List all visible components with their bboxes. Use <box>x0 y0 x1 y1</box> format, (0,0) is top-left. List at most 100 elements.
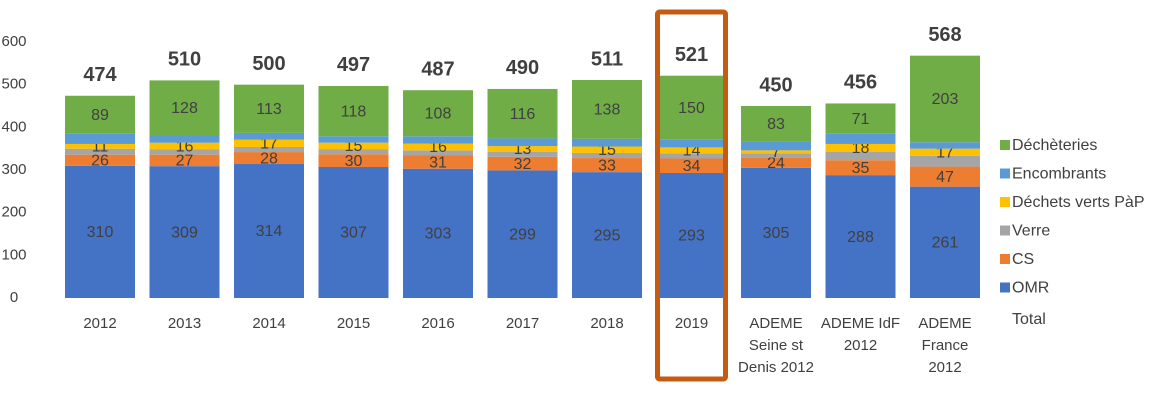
bar-segment <box>741 153 811 158</box>
y-tick-label: 300 <box>1 161 26 178</box>
bar-segment <box>741 167 811 298</box>
y-tick-label: 200 <box>1 204 26 221</box>
data-label: 26 <box>91 152 109 169</box>
total-label: 497 <box>337 54 370 76</box>
data-label: 293 <box>678 228 705 245</box>
bar-segment <box>234 84 304 133</box>
data-label: 295 <box>594 227 621 244</box>
bar-segment <box>656 147 727 154</box>
data-label: 17 <box>260 136 278 153</box>
total-label: 487 <box>421 58 454 80</box>
legend-label: Total <box>1012 311 1046 328</box>
bar-segment <box>741 106 811 142</box>
bar-segment <box>318 154 389 168</box>
bar-segment <box>910 142 980 149</box>
highlight-box <box>655 9 728 382</box>
total-label: 490 <box>506 57 539 79</box>
x-tick-label: 2015 <box>336 315 371 332</box>
bar-segment <box>572 146 642 153</box>
bar-segment <box>656 153 727 159</box>
bar-segment <box>403 90 473 137</box>
total-label: 511 <box>591 48 623 70</box>
legend-swatch <box>1000 197 1010 207</box>
bar-segment <box>65 133 135 144</box>
data-label: 128 <box>171 100 198 117</box>
data-label: 31 <box>429 154 447 171</box>
data-label: 113 <box>256 101 282 118</box>
bar-segment <box>318 136 389 143</box>
legend-swatch <box>1000 282 1010 293</box>
bar-segment <box>910 186 980 298</box>
total-label: 568 <box>928 24 961 46</box>
bar-segment <box>656 75 727 140</box>
data-label: 35 <box>852 160 870 177</box>
bar-segment <box>149 166 220 298</box>
data-label: 34 <box>683 158 701 175</box>
x-tick-label: 2014 <box>252 315 286 332</box>
bar-segment <box>656 158 727 173</box>
y-tick-label: 400 <box>1 118 26 135</box>
bar-segment <box>403 168 473 298</box>
bar-segment <box>572 158 642 173</box>
total-label: 510 <box>168 49 201 71</box>
bar-segment <box>656 139 727 148</box>
legend-label: OMR <box>1012 280 1049 297</box>
bar-segment <box>149 142 220 150</box>
bar-segment <box>825 133 896 144</box>
bar-segment <box>572 152 642 159</box>
bar-segment <box>572 172 642 298</box>
y-tick-label: 0 <box>10 289 18 306</box>
legend-label: Verre <box>1012 223 1050 240</box>
total-label: 474 <box>83 64 117 86</box>
data-label: 309 <box>171 224 198 241</box>
bar-segment <box>825 143 896 152</box>
x-tick-label: ADEME IdF 2012 <box>820 315 901 354</box>
x-tick-label: ADEME France 2012 <box>918 315 972 376</box>
bar-segment <box>487 138 558 147</box>
data-label: 32 <box>514 156 532 173</box>
bar-segment <box>65 95 135 134</box>
y-tick-label: 500 <box>1 76 26 93</box>
bar-segment <box>65 154 135 166</box>
data-label: 18 <box>852 140 870 157</box>
x-tick-label: 2016 <box>421 315 455 332</box>
data-label: 30 <box>345 153 363 170</box>
data-label: 17 <box>936 145 954 162</box>
data-label: 24 <box>767 155 785 172</box>
bar-segment <box>65 148 135 155</box>
bar-segment <box>149 135 220 143</box>
data-label: 305 <box>763 225 790 242</box>
total-label: 500 <box>252 53 285 75</box>
bar-segment <box>403 136 473 144</box>
bar-segment <box>403 155 473 169</box>
data-label: 307 <box>340 225 367 242</box>
data-label: 116 <box>510 106 536 123</box>
legend-swatch <box>1000 254 1010 264</box>
bar-segment <box>910 155 980 167</box>
bar-segment <box>572 79 642 139</box>
bar-segment <box>825 151 896 161</box>
legend-label: Encombrants <box>1012 166 1106 183</box>
data-label: 203 <box>932 91 959 108</box>
bar-segment <box>741 157 811 168</box>
x-tick-label: 2018 <box>590 315 624 332</box>
bar-segment <box>825 103 896 134</box>
data-label: 7 <box>772 144 781 161</box>
bar-segment <box>487 151 558 157</box>
data-label: 47 <box>936 169 954 186</box>
bar-segment <box>234 164 304 298</box>
y-tick-label: 600 <box>1 33 26 50</box>
data-label: 314 <box>256 223 283 240</box>
bar-segment <box>318 149 389 155</box>
data-label: 138 <box>594 102 621 119</box>
bar-segment <box>487 88 558 139</box>
bar-segment <box>65 143 135 149</box>
data-label: 33 <box>598 157 616 174</box>
data-label: 83 <box>767 116 785 133</box>
bar-segment <box>910 148 980 156</box>
bar-segment <box>403 143 473 151</box>
data-label: 89 <box>91 107 109 124</box>
bar-segment <box>403 150 473 156</box>
